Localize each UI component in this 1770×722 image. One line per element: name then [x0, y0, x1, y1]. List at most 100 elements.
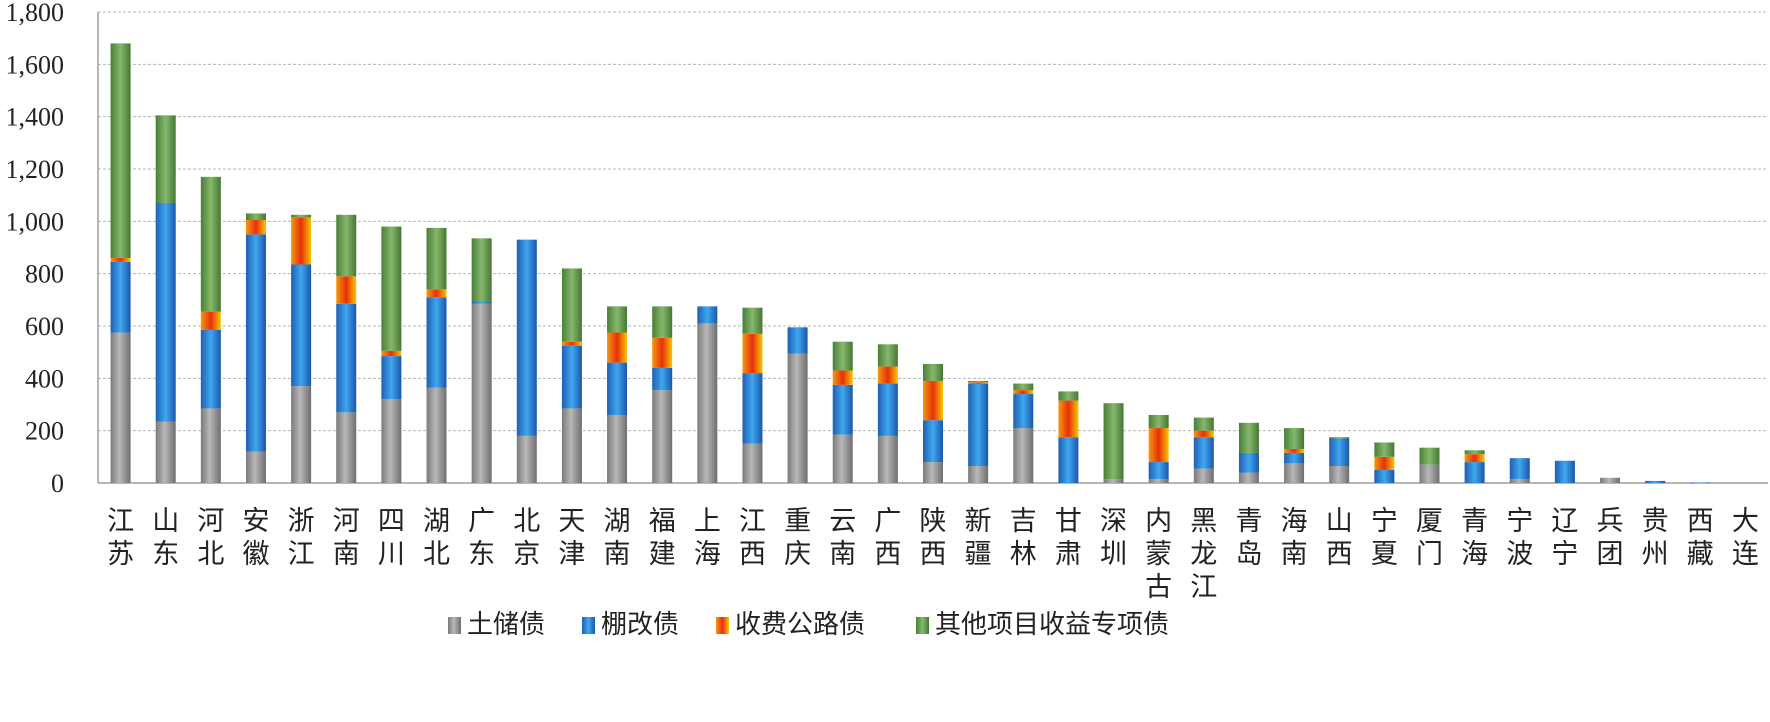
bar-segment-1 [155, 421, 176, 483]
bar-segment-2 [110, 261, 131, 333]
bar-segment-2 [652, 367, 673, 391]
bar-segment-3 [742, 333, 763, 374]
x-category-label: 天津 [558, 506, 585, 570]
bar-segment-2 [1284, 452, 1305, 464]
bar-segment-3 [652, 337, 673, 368]
bar-segment-1 [426, 387, 447, 483]
y-tick-label: 1,200 [6, 155, 65, 184]
bar-segment-1 [1600, 477, 1621, 483]
x-category-label: 广东 [468, 506, 495, 570]
bar-segment-2 [471, 301, 492, 304]
x-category-label: 大连 [1732, 506, 1759, 570]
x-category-label: 陕西 [920, 506, 947, 570]
bar-segment-1 [1013, 428, 1034, 483]
bar-segment-3 [245, 220, 266, 235]
x-category-label: 贵州 [1642, 506, 1669, 570]
bar-segment-2 [1058, 437, 1079, 483]
bar-segment-1 [968, 465, 989, 483]
bar-segment-3 [607, 332, 628, 363]
bar-segment-2 [697, 306, 718, 324]
bar-segment-3 [110, 257, 131, 262]
bar-segment-1 [1509, 479, 1530, 483]
bar-segment-3 [1193, 430, 1214, 438]
bar-segment-4 [923, 363, 943, 381]
legend-label: 其他项目收益专项债 [935, 610, 1169, 640]
bar-segment-2 [1509, 458, 1530, 480]
bar-segment-1 [245, 451, 266, 483]
bar-segment-1 [1193, 468, 1214, 483]
bar-segment-4 [652, 306, 673, 338]
x-category-label: 江西 [739, 506, 766, 570]
x-category-label: 福建 [649, 506, 676, 570]
bar-segment-4 [336, 214, 357, 277]
bar-segment-4 [291, 214, 312, 218]
bar-segment-2 [607, 362, 628, 415]
x-axis-category-labels: 江苏山东河北安徽浙江河南四川湖北广东北京天津湖南福建上海江西重庆云南广西陕西新疆… [107, 506, 1759, 603]
bar-segment-4 [1148, 414, 1169, 429]
bar-segment-2 [1690, 482, 1711, 484]
bar-segment-3 [561, 341, 582, 346]
bar-segment-2 [381, 356, 402, 400]
bar-segment-2 [923, 420, 943, 463]
x-category-label: 深圳 [1100, 506, 1127, 570]
y-tick-label: 1,400 [6, 103, 65, 132]
y-axis-tick-labels: 0 200 400 600 800 1,000 1,200 1,400 1,600 1,800 [6, 0, 65, 498]
bar-segment-1 [1419, 464, 1440, 483]
x-category-label: 河北 [197, 506, 224, 570]
bar-segment-2 [200, 329, 221, 409]
x-category-label: 四川 [378, 506, 405, 570]
y-tick-label: 1,800 [6, 0, 65, 27]
bar-segment-4 [426, 227, 447, 290]
x-category-label: 山东 [152, 506, 179, 570]
bar-segment-4 [877, 344, 898, 367]
x-category-label: 湖南 [604, 506, 631, 570]
bar-segment-1 [336, 412, 357, 483]
bar-segment-3 [1374, 456, 1395, 470]
x-category-label: 宁波 [1506, 506, 1533, 570]
bar-segment-1 [832, 434, 853, 483]
bar-segment-2 [1148, 462, 1169, 480]
bar-segment-3 [1464, 454, 1485, 463]
bar-segment-3 [291, 217, 312, 265]
bar-segment-2 [155, 203, 176, 422]
bar-segment-3 [877, 366, 898, 384]
x-category-label: 重庆 [784, 506, 811, 570]
bar-segment-1 [381, 399, 402, 483]
bar-segment-4 [1374, 442, 1395, 457]
bar-segment-1 [200, 408, 221, 483]
x-category-label: 北京 [513, 506, 540, 570]
bar-segment-2 [336, 303, 357, 413]
y-tick-label: 600 [25, 312, 64, 341]
x-category-label: 安徽 [242, 506, 269, 570]
legend-label: 土储债 [467, 610, 545, 640]
x-category-label: 厦门 [1416, 506, 1443, 570]
bar-segment-2 [742, 373, 763, 444]
bar-segment-4 [110, 43, 131, 258]
bar-segment-4 [607, 306, 628, 333]
bar-segment-4 [1058, 391, 1079, 401]
x-category-label: 海南 [1281, 506, 1308, 570]
bar-segment-4 [245, 213, 266, 221]
bar-segment-4 [1013, 383, 1034, 391]
x-category-label: 河南 [333, 506, 360, 570]
x-category-label: 浙江 [288, 506, 315, 570]
bar-segment-4 [1238, 422, 1259, 453]
bar-segment-1 [291, 386, 312, 483]
bar-segment-1 [923, 462, 943, 483]
bar-segment-2 [1193, 437, 1214, 469]
bar-segment-2 [1645, 480, 1666, 483]
x-category-label: 西藏 [1687, 506, 1714, 570]
y-tick-label: 800 [25, 260, 64, 289]
bar-segment-3 [381, 350, 402, 357]
bars [110, 43, 1711, 484]
bar-segment-4 [1103, 403, 1124, 480]
bar-segment-1 [110, 332, 131, 483]
bar-segment-4 [561, 268, 582, 342]
bar-segment-4 [1464, 450, 1485, 455]
x-category-label: 兵团 [1597, 506, 1624, 570]
x-category-label: 辽宁 [1551, 506, 1578, 570]
x-category-label: 吉林 [1010, 506, 1037, 570]
bar-segment-2 [1329, 438, 1350, 466]
x-category-label: 云南 [829, 506, 856, 570]
